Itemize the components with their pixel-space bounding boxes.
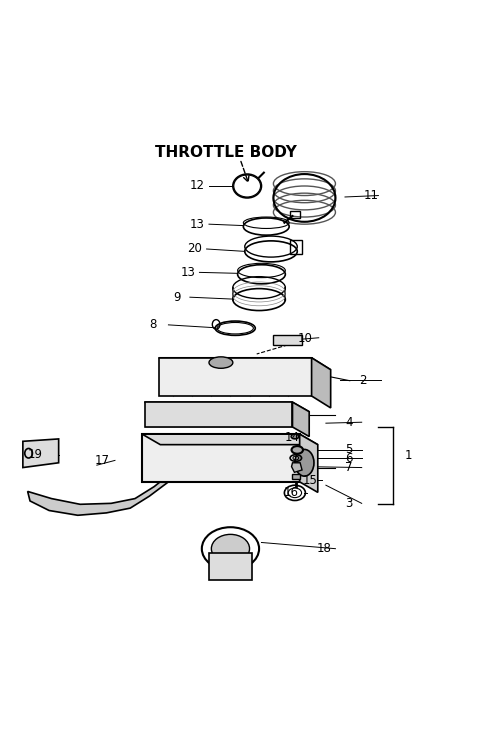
Text: 4: 4: [345, 416, 352, 428]
Polygon shape: [142, 434, 318, 445]
Polygon shape: [312, 358, 331, 408]
Text: THROTTLE BODY: THROTTLE BODY: [155, 145, 297, 160]
Text: 2: 2: [360, 374, 367, 386]
Text: 14: 14: [285, 431, 300, 444]
Text: 20: 20: [188, 243, 203, 255]
Text: 13: 13: [190, 218, 205, 231]
Polygon shape: [144, 402, 292, 427]
Ellipse shape: [211, 534, 250, 563]
Polygon shape: [159, 358, 312, 396]
Polygon shape: [292, 402, 309, 437]
Text: 6: 6: [345, 452, 352, 464]
Text: 13: 13: [180, 266, 195, 279]
Ellipse shape: [291, 434, 299, 439]
Text: 11: 11: [364, 189, 379, 202]
Text: 3: 3: [345, 497, 352, 510]
Text: 5: 5: [345, 443, 352, 456]
Polygon shape: [291, 463, 302, 473]
Bar: [290, 240, 302, 254]
Ellipse shape: [295, 449, 314, 476]
Text: 18: 18: [316, 542, 331, 555]
Polygon shape: [144, 402, 309, 412]
Polygon shape: [300, 434, 318, 492]
Text: 15: 15: [303, 474, 318, 487]
Bar: [274, 336, 302, 345]
Text: 7: 7: [345, 461, 352, 474]
Bar: [290, 210, 300, 218]
PathPatch shape: [28, 473, 172, 515]
Polygon shape: [159, 358, 331, 370]
Bar: [292, 474, 300, 479]
Text: 8: 8: [149, 318, 156, 331]
Ellipse shape: [291, 446, 303, 454]
Polygon shape: [142, 434, 300, 482]
Text: 17: 17: [95, 454, 109, 467]
Text: 12: 12: [190, 180, 205, 192]
Polygon shape: [23, 439, 59, 467]
Text: 9: 9: [173, 291, 180, 303]
Text: 16: 16: [284, 486, 299, 500]
Bar: [209, 554, 252, 580]
Text: 1: 1: [405, 449, 412, 462]
Text: 10: 10: [297, 333, 312, 345]
Text: 19: 19: [28, 448, 43, 461]
Ellipse shape: [209, 357, 233, 369]
